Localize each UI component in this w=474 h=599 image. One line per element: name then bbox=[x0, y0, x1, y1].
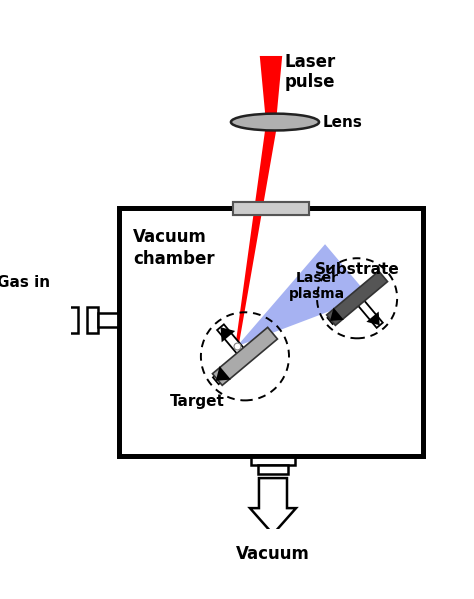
Polygon shape bbox=[260, 56, 282, 116]
Text: Laser
plasma: Laser plasma bbox=[289, 271, 345, 301]
Text: Target: Target bbox=[169, 394, 224, 409]
Polygon shape bbox=[217, 325, 248, 359]
Polygon shape bbox=[327, 271, 388, 325]
Polygon shape bbox=[354, 296, 383, 328]
Polygon shape bbox=[330, 307, 344, 321]
Polygon shape bbox=[366, 311, 380, 325]
Text: Laser
pulse: Laser pulse bbox=[285, 53, 336, 91]
Bar bbox=[98, 313, 119, 327]
Polygon shape bbox=[213, 353, 248, 384]
Bar bbox=[67, 307, 78, 333]
Polygon shape bbox=[220, 327, 235, 342]
Bar bbox=[119, 208, 423, 456]
Text: Substrate: Substrate bbox=[314, 262, 399, 277]
Polygon shape bbox=[216, 366, 231, 381]
Text: Lens: Lens bbox=[323, 114, 363, 129]
FancyArrow shape bbox=[250, 478, 296, 534]
Text: Vacuum
chamber: Vacuum chamber bbox=[133, 228, 214, 268]
Bar bbox=[87, 307, 98, 333]
Polygon shape bbox=[328, 295, 360, 324]
Polygon shape bbox=[237, 244, 369, 346]
Bar bbox=[119, 208, 423, 456]
Bar bbox=[233, 202, 309, 214]
Bar bbox=[233, 202, 309, 214]
Polygon shape bbox=[235, 128, 277, 346]
Text: Gas in: Gas in bbox=[0, 276, 50, 291]
Text: Vacuum: Vacuum bbox=[236, 544, 310, 562]
Ellipse shape bbox=[231, 114, 319, 131]
Bar bbox=[257, 465, 288, 474]
FancyArrow shape bbox=[0, 302, 61, 338]
Polygon shape bbox=[212, 327, 277, 385]
Bar bbox=[251, 456, 295, 465]
